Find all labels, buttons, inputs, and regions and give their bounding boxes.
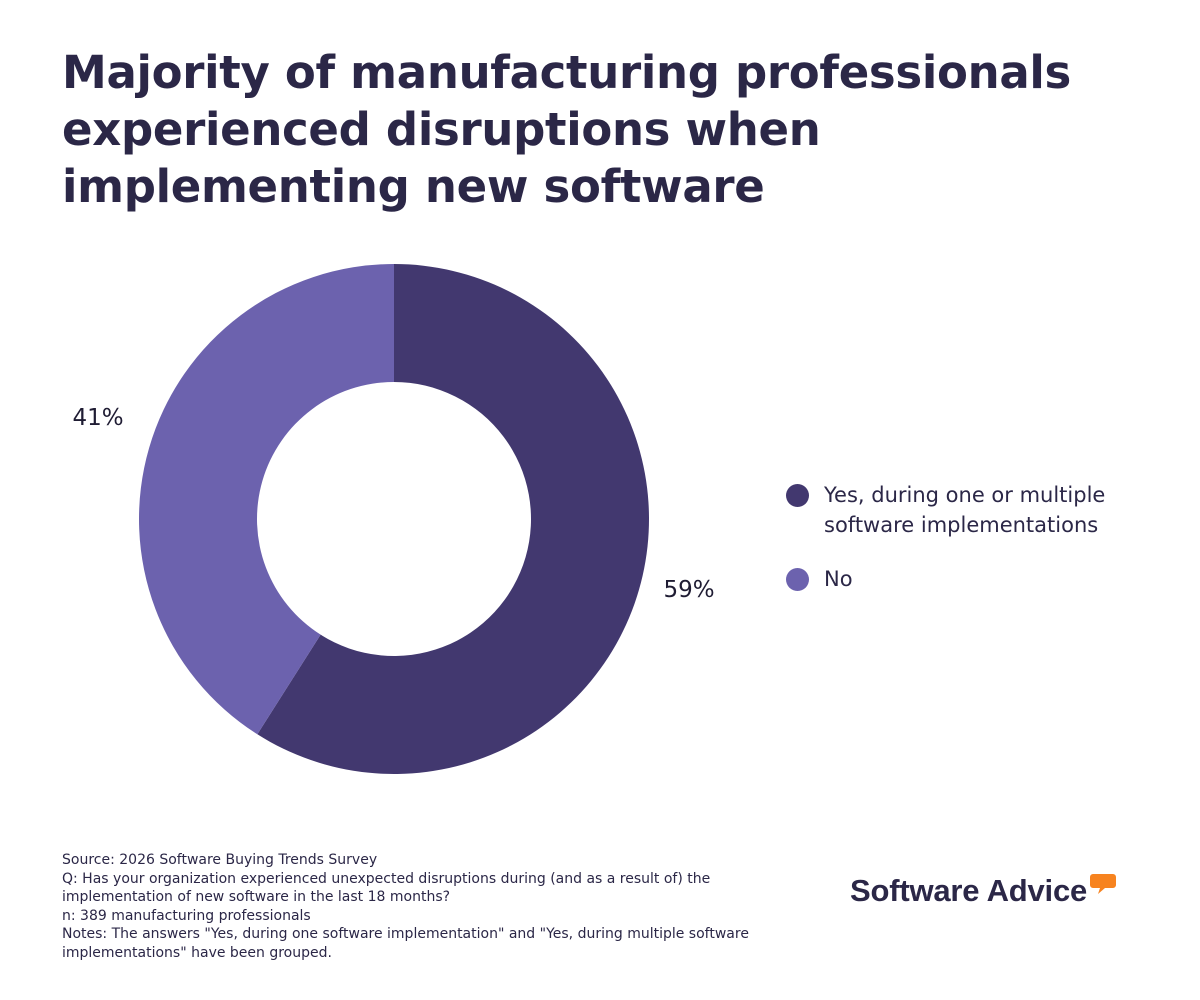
legend-label-no: No [824,567,853,591]
chart-area: 59% 41% Yes, during one or multiple softw… [0,230,1200,820]
question-note: Q: Has your organization experienced une… [62,870,711,906]
slice-label-yes: 59% [663,577,714,603]
sample-size-note: n: 389 manufacturing professionals [62,907,311,924]
speech-bubble-icon [1090,874,1117,894]
logo-text: Software Advice [850,873,1088,908]
legend-item-yes: Yes, during one or multiple software imp… [786,480,1146,540]
legend-item-no: No [786,564,1146,594]
footnotes: Source: 2026 Software Buying Trends Surv… [62,851,812,962]
legend-swatch-yes [786,484,809,507]
legend-swatch-no [786,568,809,591]
donut-slice-no [138,264,394,735]
slice-label-no: 41% [72,405,123,431]
source-note: Source: 2026 Software Buying Trends Surv… [62,852,378,868]
chart-title: Majority of manufacturing professionals … [62,46,1072,213]
donut-chart: 59% 41% [72,264,715,774]
legend-label-yes: Yes, during one or multiple software imp… [824,483,1106,537]
donut-slice-yes [257,264,649,774]
chart-legend: Yes, during one or multiple software imp… [786,480,1146,618]
software-advice-logo: Software Advice [850,872,1117,910]
notes-note: Notes: The answers "Yes, during one soft… [62,926,749,961]
